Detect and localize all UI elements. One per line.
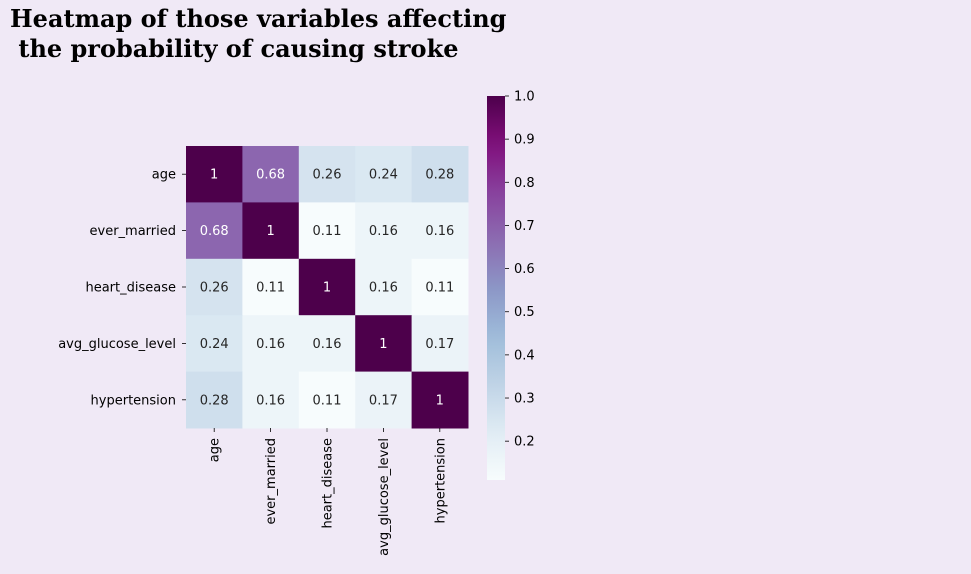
heatmap-cell <box>355 258 413 316</box>
heatmap-cell <box>411 146 469 203</box>
cell-annotation: 1 <box>436 393 444 408</box>
cell-annotation: 0.24 <box>200 337 229 352</box>
cell-annotation: 0.28 <box>425 168 454 183</box>
heatmap-cell <box>411 202 469 260</box>
cell-annotation: 0.68 <box>256 168 285 183</box>
colorbar-tick-label: 0.5 <box>514 305 535 320</box>
heatmap-cell <box>355 146 413 203</box>
heatmap-cell <box>355 315 413 373</box>
cell-annotation: 0.11 <box>256 281 285 296</box>
heatmap-cell <box>411 371 469 429</box>
cell-annotation: 1 <box>210 168 218 183</box>
heatmap-cell <box>411 315 469 373</box>
heatmap-cell <box>355 371 413 429</box>
heatmap-cell <box>186 371 243 429</box>
column-label: heart_disease <box>321 438 336 529</box>
heatmap-cell <box>186 258 243 316</box>
cell-annotation: 0.28 <box>200 393 229 408</box>
heatmap-cell <box>298 371 356 429</box>
cell-annotation: 0.11 <box>313 393 342 408</box>
colorbar-tick-label: 0.9 <box>514 133 535 148</box>
heatmap-cell <box>242 258 300 316</box>
cell-annotation: 0.16 <box>369 281 398 296</box>
column-label: hypertension <box>433 438 448 523</box>
cell-annotation: 1 <box>323 281 331 296</box>
heatmap-cell <box>298 315 356 373</box>
row-label: ever_married <box>90 224 177 239</box>
colorbar-tick-label: 1.0 <box>514 90 535 105</box>
cell-annotation: 1 <box>266 224 274 239</box>
column-labels: age ever_married heart_disease avg_glucose_… <box>208 428 448 556</box>
column-label: age <box>208 438 223 462</box>
heatmap-cell <box>242 315 300 373</box>
heatmap-cells: 1 0.68 0.26 0.24 0.28 0.68 1 0.11 0.16 0.16 0.26 0.… <box>186 146 469 429</box>
chart-title: Heatmap of those variables affecting the… <box>10 4 506 64</box>
heatmap-cell <box>355 202 413 260</box>
heatmap-cell <box>411 258 469 316</box>
heatmap-cell <box>186 315 243 373</box>
row-label: age <box>152 168 176 183</box>
colorbar-tick-label: 0.7 <box>514 219 535 234</box>
cell-annotation: 0.16 <box>256 337 285 352</box>
cell-annotation: 0.68 <box>200 224 229 239</box>
chart-title-line-1: Heatmap of those variables affecting <box>10 4 507 33</box>
cell-annotation: 0.26 <box>200 281 229 296</box>
heatmap-cell <box>298 146 356 203</box>
cell-annotation: 0.16 <box>256 393 285 408</box>
colorbar-tick-label: 0.8 <box>514 176 535 191</box>
heatmap-cell <box>298 258 356 316</box>
colorbar-gradient <box>487 96 505 480</box>
cell-annotation: 0.11 <box>313 224 342 239</box>
colorbar-tick-label: 0.2 <box>514 435 535 450</box>
colorbar-tick-label: 0.3 <box>514 392 535 407</box>
cell-annotation: 0.16 <box>313 337 342 352</box>
chart-title-line-2: the probability of causing stroke <box>10 34 459 63</box>
heatmap-cell <box>186 146 243 203</box>
colorbar: 0.2 0.3 0.4 0.5 0.6 0.7 0.8 0.9 1.0 <box>487 90 535 480</box>
cell-annotation: 0.24 <box>369 168 398 183</box>
colorbar-tick-label: 0.6 <box>514 262 535 277</box>
cell-annotation: 0.26 <box>313 168 342 183</box>
heatmap-cell <box>242 202 300 260</box>
cell-annotation: 0.16 <box>425 224 454 239</box>
row-label: heart_disease <box>85 281 176 296</box>
row-label: hypertension <box>91 393 176 408</box>
column-label: ever_married <box>264 438 279 525</box>
cell-annotation: 0.16 <box>369 224 398 239</box>
row-label: avg_glucose_level <box>58 337 176 352</box>
column-label: avg_glucose_level <box>377 438 392 556</box>
row-labels: age ever_married heart_disease avg_glucose_… <box>58 168 186 408</box>
cell-annotation: 0.11 <box>425 281 454 296</box>
cell-annotation: 1 <box>379 337 387 352</box>
heatmap-cell <box>242 371 300 429</box>
heatmap-cell <box>242 146 300 203</box>
cell-annotation: 0.17 <box>425 337 454 352</box>
heatmap-cell <box>298 202 356 260</box>
colorbar-tick-label: 0.4 <box>514 348 535 363</box>
cell-annotation: 0.17 <box>369 393 398 408</box>
heatmap-cell <box>186 202 243 260</box>
